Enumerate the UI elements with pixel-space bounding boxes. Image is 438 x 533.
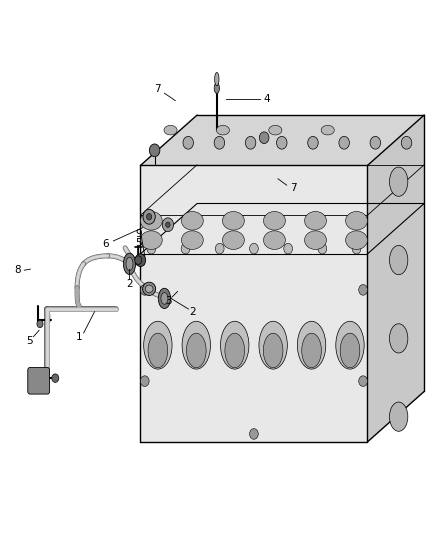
Ellipse shape — [181, 231, 203, 249]
Ellipse shape — [263, 333, 283, 368]
Circle shape — [318, 244, 327, 254]
Circle shape — [143, 209, 155, 224]
Ellipse shape — [141, 231, 162, 249]
Circle shape — [359, 376, 367, 386]
Ellipse shape — [340, 333, 360, 368]
Circle shape — [250, 244, 258, 254]
Circle shape — [359, 285, 367, 295]
Text: 2: 2 — [190, 306, 196, 317]
Circle shape — [245, 136, 256, 149]
Ellipse shape — [144, 321, 172, 369]
Text: 8: 8 — [14, 265, 21, 275]
Ellipse shape — [389, 245, 408, 274]
Ellipse shape — [187, 333, 206, 368]
FancyBboxPatch shape — [28, 368, 49, 394]
Circle shape — [308, 136, 318, 149]
Text: 5: 5 — [135, 238, 141, 247]
Circle shape — [37, 320, 43, 328]
Ellipse shape — [158, 288, 170, 309]
Text: 2: 2 — [126, 279, 133, 288]
Circle shape — [183, 136, 194, 149]
Circle shape — [147, 214, 152, 220]
Ellipse shape — [225, 333, 244, 368]
Ellipse shape — [182, 321, 211, 369]
Polygon shape — [367, 115, 424, 442]
Circle shape — [166, 222, 170, 228]
Ellipse shape — [304, 212, 326, 230]
Circle shape — [149, 144, 160, 157]
Ellipse shape — [126, 257, 133, 270]
Circle shape — [135, 254, 146, 266]
Circle shape — [141, 376, 149, 386]
Ellipse shape — [264, 212, 286, 230]
Ellipse shape — [389, 324, 408, 353]
Ellipse shape — [389, 402, 408, 431]
Ellipse shape — [302, 333, 321, 368]
Ellipse shape — [297, 321, 326, 369]
Circle shape — [141, 285, 149, 295]
Text: 3: 3 — [166, 296, 172, 306]
Ellipse shape — [346, 212, 367, 230]
Text: 7: 7 — [290, 183, 297, 193]
Circle shape — [401, 136, 412, 149]
Circle shape — [52, 374, 59, 382]
Ellipse shape — [161, 293, 168, 304]
Ellipse shape — [148, 333, 168, 368]
Ellipse shape — [304, 231, 326, 249]
Circle shape — [259, 132, 269, 143]
Ellipse shape — [223, 212, 244, 230]
Circle shape — [214, 136, 225, 149]
Circle shape — [352, 244, 361, 254]
Circle shape — [162, 218, 173, 232]
Circle shape — [339, 136, 350, 149]
Ellipse shape — [346, 231, 367, 249]
Ellipse shape — [321, 125, 334, 135]
Text: 1: 1 — [76, 332, 83, 342]
Circle shape — [284, 244, 293, 254]
Text: 4: 4 — [264, 93, 270, 103]
Text: 6: 6 — [102, 239, 109, 249]
Ellipse shape — [223, 231, 244, 249]
Polygon shape — [141, 165, 367, 442]
Ellipse shape — [214, 83, 219, 93]
Text: 5: 5 — [26, 336, 32, 346]
Text: 7: 7 — [155, 84, 161, 94]
Ellipse shape — [164, 125, 177, 135]
Circle shape — [135, 256, 142, 264]
Ellipse shape — [215, 72, 219, 86]
Ellipse shape — [259, 321, 287, 369]
Ellipse shape — [141, 212, 162, 230]
Circle shape — [250, 429, 258, 439]
Ellipse shape — [220, 321, 249, 369]
Text: 9: 9 — [135, 229, 141, 239]
Ellipse shape — [264, 231, 286, 249]
Ellipse shape — [145, 285, 153, 293]
Ellipse shape — [216, 125, 230, 135]
Ellipse shape — [124, 253, 136, 274]
Ellipse shape — [389, 167, 408, 196]
Ellipse shape — [181, 212, 203, 230]
Circle shape — [215, 244, 224, 254]
Ellipse shape — [143, 282, 155, 295]
Polygon shape — [141, 115, 424, 165]
Circle shape — [276, 136, 287, 149]
Circle shape — [147, 244, 155, 254]
Circle shape — [370, 136, 381, 149]
Circle shape — [181, 244, 190, 254]
Ellipse shape — [336, 321, 364, 369]
Ellipse shape — [269, 125, 282, 135]
